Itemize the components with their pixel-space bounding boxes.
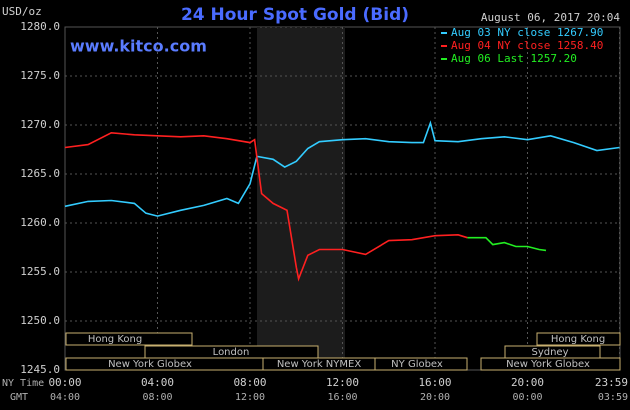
y-tick-label: 1270.0 [20, 118, 60, 131]
sessions: Hong Kong London New York Globex New Yor… [65, 332, 621, 371]
x2-tick-label: 03:59 [598, 392, 628, 403]
x-tick-label: 00:00 [48, 376, 81, 389]
session-label: New York NYMEX [277, 359, 362, 370]
session-label: Sydney [531, 347, 568, 358]
y-tick-label: 1265.0 [20, 167, 60, 180]
price-line [467, 236, 547, 252]
y-axis-label: USD/oz [2, 5, 42, 18]
x-tick-label: 12:00 [326, 376, 359, 389]
x2-tick-label: 16:00 [327, 392, 357, 403]
y-tick-label: 1255.0 [20, 265, 60, 278]
session-label: New York Globex [108, 359, 192, 370]
x2-tick-label: 12:00 [235, 392, 265, 403]
session-label: New York Globex [506, 359, 590, 370]
chart-title: 24 Hour Spot Gold (Bid) [181, 5, 409, 25]
session-label: London [213, 347, 250, 358]
watermark: www.kitco.com [70, 37, 207, 56]
session-label: NY Globex [391, 359, 443, 370]
x-tick-label: 20:00 [511, 376, 544, 389]
x2-axis-label: GMT [10, 392, 28, 403]
x-axis-label: NY Time [2, 378, 44, 389]
price-line [64, 131, 468, 282]
y-tick-label: 1250.0 [20, 314, 60, 327]
x-tick-label: 16:00 [418, 376, 451, 389]
legend-entry: Aug 06 Last 1257.20 [451, 52, 577, 65]
x-tick-label: 04:00 [141, 376, 174, 389]
x2-tick-label: 20:00 [420, 392, 450, 403]
session-label: Hong Kong [551, 334, 605, 345]
price-line [64, 120, 620, 217]
x2-tick-label: 00:00 [512, 392, 542, 403]
legend-entry: Aug 03 NY close 1267.90 [451, 26, 603, 39]
session-box [65, 332, 193, 346]
x-tick-label: 08:00 [233, 376, 266, 389]
date-stamp: August 06, 2017 20:04 [481, 11, 620, 24]
session-box [480, 357, 621, 371]
y-tick-label: 1260.0 [20, 216, 60, 229]
session-box [374, 357, 468, 371]
y-tick-label: 1280.0 [20, 20, 60, 33]
x2-tick-label: 08:00 [142, 392, 172, 403]
legend-entry: Aug 04 NY close 1258.40 [451, 39, 603, 52]
session-box [536, 332, 621, 346]
x-tick-label: 23:59 [595, 376, 628, 389]
y-tick-label: 1275.0 [20, 69, 60, 82]
x2-tick-label: 04:00 [50, 392, 80, 403]
grid [64, 26, 621, 371]
nymex-shade [257, 27, 345, 370]
y-tick-label: 1245.0 [20, 363, 60, 376]
session-label: Hong Kong [88, 334, 142, 345]
